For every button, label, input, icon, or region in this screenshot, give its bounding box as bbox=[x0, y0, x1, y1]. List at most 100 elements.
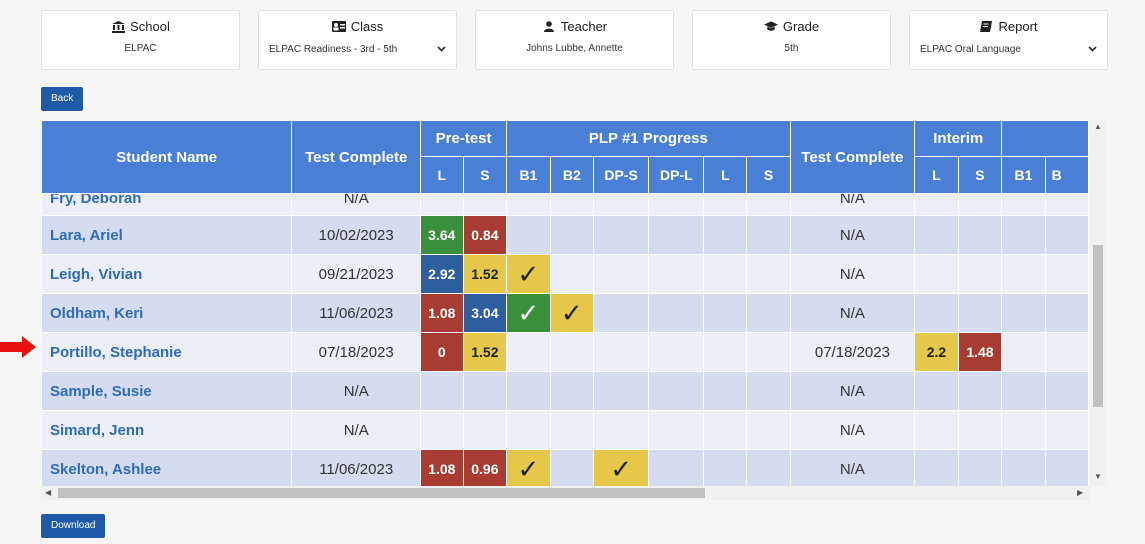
test-date: N/A bbox=[291, 410, 421, 450]
scroll-down-icon[interactable]: ▼ bbox=[1094, 472, 1102, 481]
horizontal-scroll-thumb[interactable] bbox=[58, 488, 705, 498]
table-row: Oldham, Keri 11/06/2023 1.08 3.04 ✓ ✓ N/… bbox=[41, 293, 1089, 333]
test-date: N/A bbox=[291, 193, 421, 216]
test-date-2: N/A bbox=[789, 293, 916, 333]
interim-s-score: 1.48 bbox=[957, 332, 1003, 372]
grade-filter: Grade 5th bbox=[692, 10, 891, 70]
vertical-scrollbar[interactable]: ▲ ▼ bbox=[1090, 120, 1106, 486]
download-button[interactable]: Download bbox=[41, 514, 106, 538]
teacher-filter: Teacher Johns Lubbe, Annette bbox=[475, 10, 674, 70]
test-date-2: 07/18/2023 bbox=[789, 332, 916, 372]
red-arrow-icon bbox=[0, 336, 36, 358]
chevron-down-icon bbox=[1088, 44, 1097, 55]
test-date: 09/21/2023 bbox=[291, 254, 421, 294]
interim-s-header: S bbox=[957, 156, 1003, 194]
pretest-l-score: 3.64 bbox=[419, 215, 464, 255]
teacher-filter-value: Johns Lubbe, Annette bbox=[526, 43, 623, 54]
teacher-filter-title: Teacher bbox=[560, 19, 608, 34]
plp-dps-header: DP-S bbox=[593, 156, 650, 194]
class-select[interactable]: ELPAC Readiness - 3rd - 5th bbox=[259, 44, 456, 55]
results-table: Student Name Test Complete Pre-test PLP … bbox=[41, 120, 1089, 486]
pretest-s-score: 3.04 bbox=[462, 293, 508, 333]
check-icon: ✓ bbox=[593, 449, 650, 486]
pretest-l-score: 1.08 bbox=[419, 449, 464, 486]
check-icon: ✓ bbox=[506, 449, 551, 486]
next-b1-header: B1 bbox=[1001, 156, 1046, 194]
next-section-header bbox=[1001, 120, 1089, 157]
pretest-s-score: 0.96 bbox=[462, 449, 508, 486]
report-select-value: ELPAC Oral Language bbox=[920, 44, 1021, 55]
school-filter: School ELPAC bbox=[41, 10, 240, 70]
pretest-l-header: L bbox=[419, 156, 464, 194]
report-filter-title: Report bbox=[998, 19, 1038, 34]
test-complete-header[interactable]: Test Complete bbox=[291, 120, 421, 194]
pretest-l-score: 0 bbox=[419, 332, 464, 372]
scroll-left-icon[interactable]: ◀ bbox=[45, 488, 52, 497]
test-date-2: N/A bbox=[789, 371, 916, 411]
table-row: Skelton, Ashlee 11/06/2023 1.08 0.96 ✓ ✓… bbox=[41, 449, 1089, 486]
chevron-down-icon bbox=[437, 44, 446, 55]
grade-filter-value: 5th bbox=[784, 43, 799, 54]
test-date: 10/02/2023 bbox=[291, 215, 421, 255]
pretest-s-header: S bbox=[462, 156, 508, 194]
horizontal-scrollbar[interactable]: ◀ ▶ bbox=[41, 486, 1090, 500]
interim-l-score: 2.2 bbox=[914, 332, 959, 372]
table-row: Lara, Ariel 10/02/2023 3.64 0.84 N/A bbox=[41, 215, 1089, 255]
pretest-s-score: 1.52 bbox=[462, 332, 508, 372]
graduation-cap-icon bbox=[763, 21, 778, 33]
results-grid: Student Name Test Complete Pre-test PLP … bbox=[41, 120, 1089, 486]
next-b-header: B bbox=[1044, 156, 1089, 194]
report-filter[interactable]: Report ELPAC Oral Language bbox=[909, 10, 1108, 70]
student-name-link[interactable]: Simard, Jenn bbox=[41, 410, 293, 450]
pretest-s-score: 0.84 bbox=[462, 215, 508, 255]
report-select[interactable]: ELPAC Oral Language bbox=[910, 44, 1107, 55]
student-name-link[interactable]: Leigh, Vivian bbox=[41, 254, 293, 294]
student-name-link[interactable]: Oldham, Keri bbox=[41, 293, 293, 333]
scroll-up-icon[interactable]: ▲ bbox=[1094, 122, 1102, 131]
interim-header: Interim bbox=[914, 120, 1003, 157]
student-name-link[interactable]: Portillo, Stephanie bbox=[41, 332, 293, 372]
student-name-header[interactable]: Student Name bbox=[41, 120, 293, 194]
pretest-s-score: 1.52 bbox=[462, 254, 508, 294]
plp-dpl-header: DP-L bbox=[648, 156, 705, 194]
pretest-l-score: 2.92 bbox=[419, 254, 464, 294]
class-filter-title: Class bbox=[350, 19, 384, 34]
test-date: N/A bbox=[291, 371, 421, 411]
test-date-2: N/A bbox=[789, 215, 916, 255]
class-filter[interactable]: Class ELPAC Readiness - 3rd - 5th bbox=[258, 10, 457, 70]
class-select-value: ELPAC Readiness - 3rd - 5th bbox=[269, 44, 398, 55]
school-filter-value: ELPAC bbox=[124, 43, 157, 54]
test-complete-header-2[interactable]: Test Complete bbox=[789, 120, 916, 194]
book-icon bbox=[979, 21, 993, 33]
plp-l-header: L bbox=[703, 156, 748, 194]
student-name-link[interactable]: Lara, Ariel bbox=[41, 215, 293, 255]
check-icon: ✓ bbox=[549, 293, 595, 333]
student-name-link[interactable]: Sample, Susie bbox=[41, 371, 293, 411]
pretest-l-score: 1.08 bbox=[419, 293, 464, 333]
table-row: Fry, Deborah N/A N/A bbox=[41, 193, 1089, 216]
grade-filter-title: Grade bbox=[782, 19, 820, 34]
vertical-scroll-thumb[interactable] bbox=[1093, 245, 1103, 407]
plp-b2-header: B2 bbox=[549, 156, 595, 194]
test-date: 11/06/2023 bbox=[291, 293, 421, 333]
table-row: Sample, Susie N/A N/A bbox=[41, 371, 1089, 411]
bank-icon bbox=[111, 20, 125, 33]
plp-s-header: S bbox=[746, 156, 791, 194]
check-icon: ✓ bbox=[506, 254, 551, 294]
scroll-right-icon[interactable]: ▶ bbox=[1077, 488, 1084, 497]
student-name-link[interactable]: Fry, Deborah bbox=[41, 193, 293, 216]
table-row: Portillo, Stephanie 07/18/2023 0 1.52 07… bbox=[41, 332, 1089, 372]
test-date-2: N/A bbox=[789, 410, 916, 450]
test-date-2: N/A bbox=[789, 193, 916, 216]
plp-b1-header: B1 bbox=[506, 156, 551, 194]
table-row: Simard, Jenn N/A N/A bbox=[41, 410, 1089, 450]
pretest-header: Pre-test bbox=[419, 120, 508, 157]
plp-progress-header: PLP #1 Progress bbox=[506, 120, 791, 157]
user-icon bbox=[542, 21, 556, 33]
back-button[interactable]: Back bbox=[41, 87, 84, 111]
student-name-link[interactable]: Skelton, Ashlee bbox=[41, 449, 293, 486]
interim-l-header: L bbox=[914, 156, 959, 194]
test-date: 11/06/2023 bbox=[291, 449, 421, 486]
test-date-2: N/A bbox=[789, 449, 916, 486]
test-date: 07/18/2023 bbox=[291, 332, 421, 372]
